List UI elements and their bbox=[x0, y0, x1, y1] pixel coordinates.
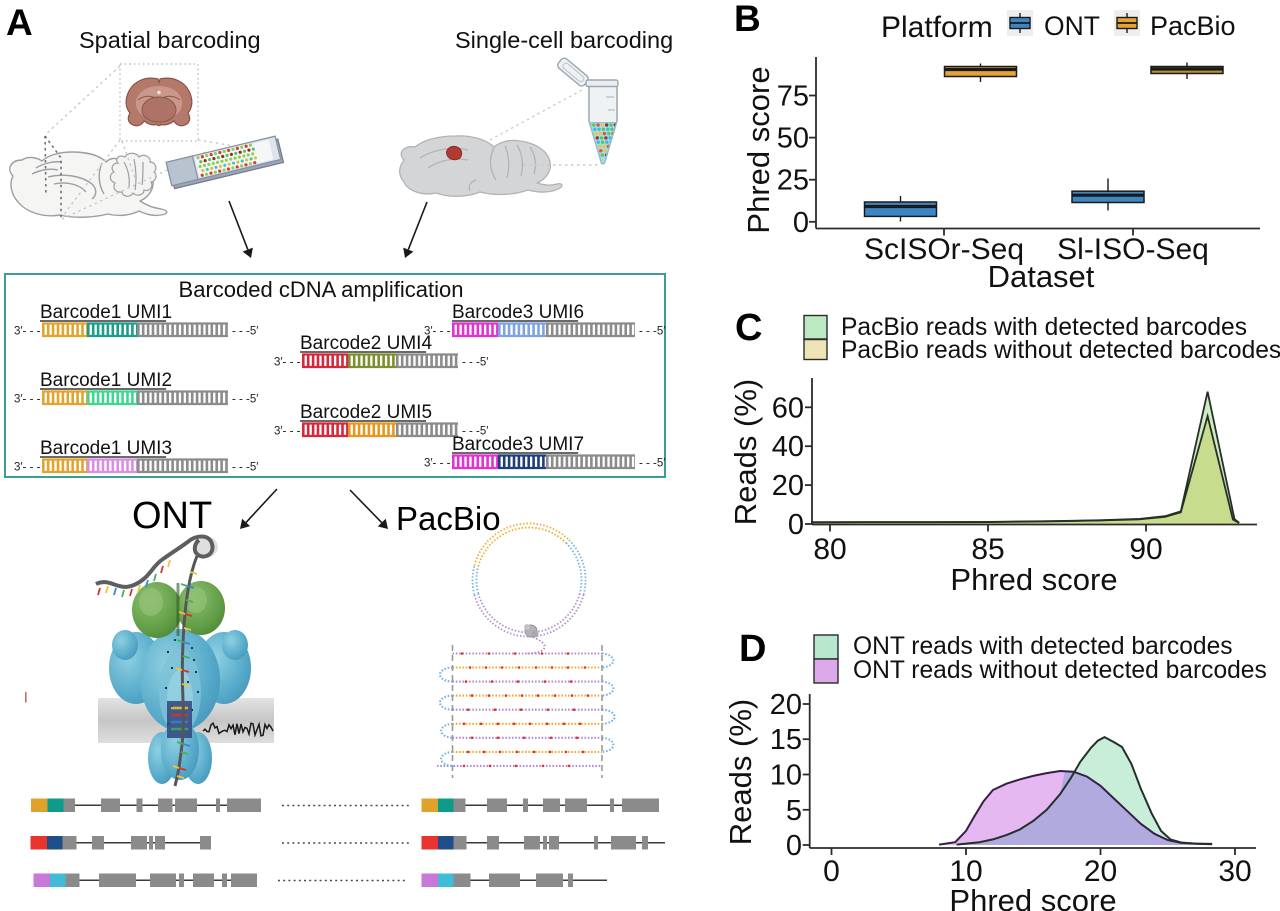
svg-text:Barcode2 UMI5: Barcode2 UMI5 bbox=[300, 402, 432, 423]
svg-text:20: 20 bbox=[1084, 855, 1117, 888]
svg-text:40: 40 bbox=[772, 431, 804, 463]
svg-text:Spatial barcoding: Spatial barcoding bbox=[79, 27, 261, 53]
svg-text:- - -5′: - - -5′ bbox=[232, 394, 258, 406]
svg-text:20: 20 bbox=[772, 470, 804, 502]
svg-text:- - -5′: - - -5′ bbox=[232, 326, 258, 338]
svg-text:Dataset: Dataset bbox=[988, 259, 1095, 294]
svg-text:Sl-ISO-Seq: Sl-ISO-Seq bbox=[1057, 233, 1209, 266]
svg-text:Phred score: Phred score bbox=[741, 66, 776, 233]
svg-text:3′- - -: 3′- - - bbox=[14, 394, 41, 406]
svg-text:Barcode1 UMI3: Barcode1 UMI3 bbox=[40, 438, 172, 459]
svg-text:Barcode1 UMI1: Barcode1 UMI1 bbox=[40, 302, 172, 323]
svg-text:Barcode3 UMI7: Barcode3 UMI7 bbox=[452, 434, 584, 455]
svg-text:B: B bbox=[734, 0, 761, 39]
svg-text:75: 75 bbox=[777, 81, 809, 113]
svg-text:Phred score: Phred score bbox=[949, 883, 1116, 911]
svg-text:Phred score: Phred score bbox=[950, 562, 1117, 597]
svg-text:3′- - -: 3′- - - bbox=[14, 326, 41, 338]
svg-text:10: 10 bbox=[949, 855, 982, 888]
svg-text:15: 15 bbox=[770, 724, 802, 756]
svg-text:0: 0 bbox=[793, 207, 809, 239]
svg-text:60: 60 bbox=[772, 392, 804, 424]
svg-text:3′- - -: 3′- - - bbox=[274, 357, 301, 369]
svg-text:3′- - -: 3′- - - bbox=[424, 458, 451, 470]
svg-text:- - -5′: - - -5′ bbox=[232, 462, 258, 474]
svg-text:- - -5′: - - -5′ bbox=[462, 357, 488, 369]
svg-text:90: 90 bbox=[1129, 533, 1162, 566]
svg-text:25: 25 bbox=[777, 165, 809, 197]
svg-text:- - -5′: - - -5′ bbox=[639, 326, 665, 338]
svg-text:Barcode2 UMI4: Barcode2 UMI4 bbox=[300, 333, 432, 354]
svg-text:3′- - -: 3′- - - bbox=[14, 462, 41, 474]
svg-text:0: 0 bbox=[786, 830, 802, 862]
svg-text:PacBio reads without detected: PacBio reads without detected barcodes bbox=[841, 337, 1280, 364]
svg-text:5: 5 bbox=[786, 795, 802, 827]
svg-text:ONT reads without detected bar: ONT reads without detected barcodes bbox=[853, 657, 1267, 684]
svg-text:A: A bbox=[6, 2, 33, 43]
svg-text:80: 80 bbox=[813, 533, 846, 566]
svg-text:Barcoded cDNA amplification: Barcoded cDNA amplification bbox=[179, 277, 464, 302]
svg-text:Reads (%): Reads (%) bbox=[723, 699, 758, 845]
svg-text:C: C bbox=[735, 307, 762, 349]
svg-text:D: D bbox=[739, 628, 766, 670]
svg-text:- - -5′: - - -5′ bbox=[639, 458, 665, 470]
svg-text:ONT: ONT bbox=[1044, 11, 1100, 41]
svg-text:- - -5′: - - -5′ bbox=[462, 426, 488, 438]
svg-text:85: 85 bbox=[971, 533, 1004, 566]
svg-text:ONT reads with detected barcod: ONT reads with detected barcodes bbox=[853, 633, 1233, 660]
svg-text:PacBio: PacBio bbox=[396, 500, 501, 537]
svg-text:0: 0 bbox=[823, 855, 840, 888]
svg-text:Single-cell barcoding: Single-cell barcoding bbox=[455, 27, 673, 53]
svg-text:Platform: Platform bbox=[881, 11, 993, 44]
svg-text:ScISOr-Seq: ScISOr-Seq bbox=[864, 233, 1024, 266]
svg-text:30: 30 bbox=[1218, 855, 1251, 888]
svg-text:Barcode3 UMI6: Barcode3 UMI6 bbox=[452, 302, 584, 323]
svg-text:20: 20 bbox=[770, 689, 802, 721]
svg-text:PacBio: PacBio bbox=[1150, 11, 1236, 41]
svg-text:ONT: ONT bbox=[132, 495, 212, 537]
svg-text:3′- - -: 3′- - - bbox=[424, 326, 451, 338]
svg-text:50: 50 bbox=[777, 123, 809, 155]
svg-text:Reads (%): Reads (%) bbox=[728, 379, 763, 525]
svg-text:0: 0 bbox=[788, 509, 804, 541]
svg-text:10: 10 bbox=[770, 760, 802, 792]
svg-text:PacBio reads with detected bar: PacBio reads with detected barcodes bbox=[841, 314, 1247, 341]
svg-text:Barcode1 UMI2: Barcode1 UMI2 bbox=[40, 370, 172, 391]
svg-text:3′- - -: 3′- - - bbox=[274, 426, 301, 438]
